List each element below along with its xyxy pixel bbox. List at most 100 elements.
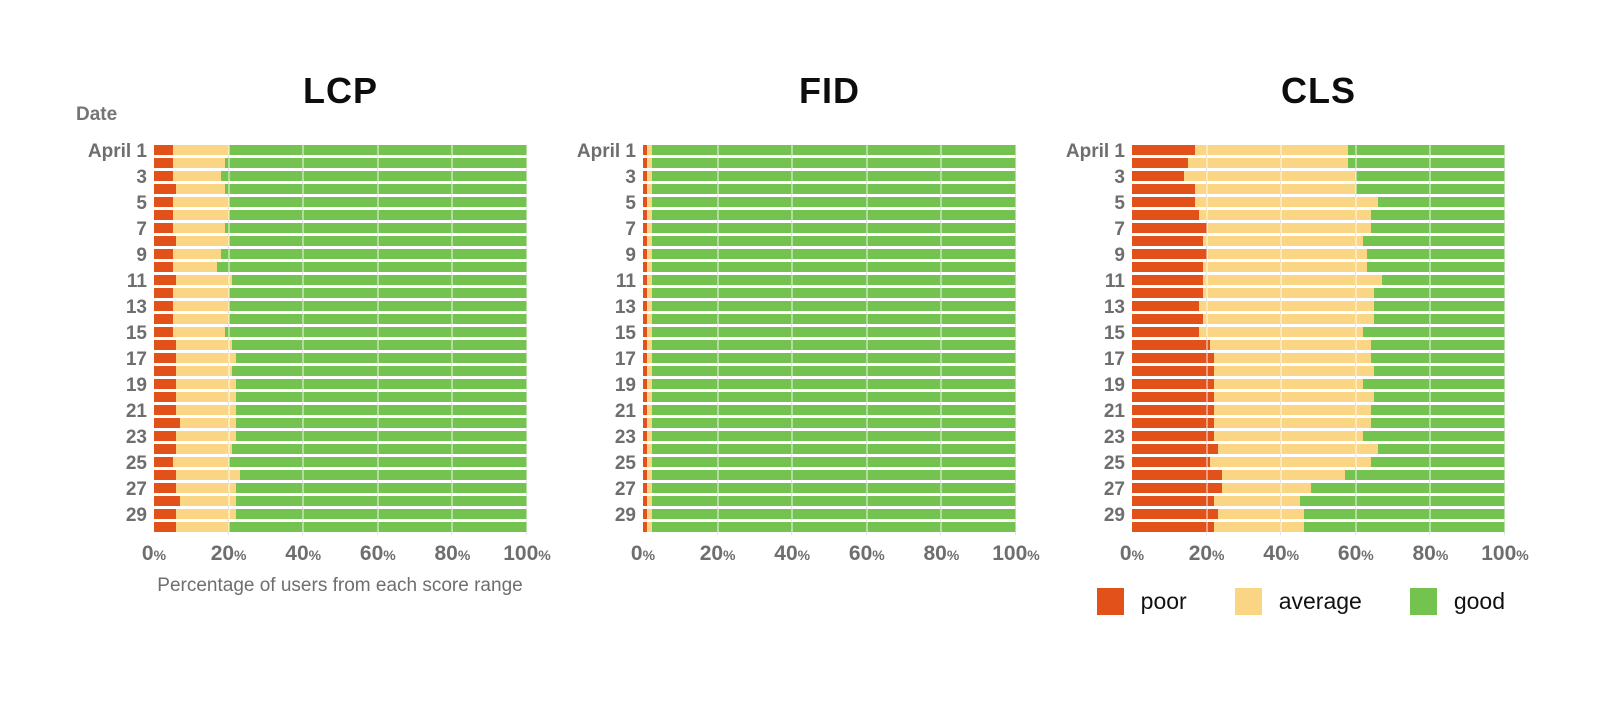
x-tick-label: 20% <box>699 542 736 565</box>
segment-good <box>652 197 1016 207</box>
segment-poor <box>643 379 647 389</box>
segment-good <box>1299 496 1505 506</box>
segment-poor <box>1132 353 1215 363</box>
segment-poor <box>154 522 177 532</box>
segment-average <box>646 444 653 454</box>
gridline-overlay <box>1354 145 1357 535</box>
segment-average <box>1199 301 1375 311</box>
segment-average <box>1214 496 1300 506</box>
segment-average <box>646 353 653 363</box>
gridline-overlay <box>376 145 379 535</box>
segment-good <box>1355 184 1505 194</box>
y-tick-label: 17 <box>614 349 636 370</box>
segment-poor <box>1132 470 1222 480</box>
bar-row <box>1132 509 1505 519</box>
legend-swatch-good <box>1409 588 1437 615</box>
segment-average <box>176 444 233 454</box>
segment-average <box>1214 522 1304 532</box>
bar-row <box>643 496 1016 506</box>
y-tick-label: 29 <box>125 505 147 526</box>
y-tick-label <box>1040 236 1125 249</box>
segment-poor <box>154 145 173 155</box>
x-tick-label: 40% <box>774 542 811 565</box>
x-tick-label: 100% <box>1481 542 1529 565</box>
segment-average <box>646 262 653 272</box>
x-axis: 0% 20% 40% 60% 80% 100% <box>631 535 1040 567</box>
segment-poor <box>1132 405 1215 415</box>
gridline-overlay <box>865 145 868 535</box>
segment-average <box>1210 457 1371 467</box>
segment-good <box>228 314 527 324</box>
segment-good <box>1370 210 1505 220</box>
segment-average <box>176 379 237 389</box>
gridline-overlay <box>1429 145 1432 535</box>
segment-poor <box>1132 223 1207 233</box>
segment-poor <box>643 340 647 350</box>
y-tick-label: 3 <box>1114 167 1125 188</box>
segment-poor <box>154 405 177 415</box>
chart-title: FID <box>799 70 860 111</box>
segment-poor <box>1132 184 1196 194</box>
segment-poor <box>1132 379 1215 389</box>
y-tick-label: 3 <box>625 167 636 188</box>
segment-average <box>646 288 653 298</box>
segment-average <box>646 171 653 181</box>
segment-average <box>646 158 653 168</box>
plot-area <box>643 145 1017 535</box>
segment-average <box>172 210 229 220</box>
bar-row <box>1132 210 1505 220</box>
segment-poor <box>643 145 647 155</box>
bar-row <box>643 392 1016 402</box>
segment-poor <box>1132 275 1203 285</box>
segment-good <box>1311 483 1505 493</box>
segment-good <box>652 314 1016 324</box>
y-tick-label: April 1 <box>576 141 636 162</box>
bar-row <box>1132 379 1505 389</box>
segment-average <box>1214 418 1371 428</box>
bar-row <box>643 275 1016 285</box>
y-tick-label <box>551 210 636 223</box>
segment-good <box>1370 353 1505 363</box>
bar-row <box>643 158 1016 168</box>
gridline-overlay <box>1205 145 1208 535</box>
segment-poor <box>154 288 173 298</box>
segment-poor <box>643 197 647 207</box>
segment-average <box>646 457 653 467</box>
segment-good <box>652 158 1016 168</box>
segment-average <box>1206 249 1367 259</box>
y-tick-label: 9 <box>1114 245 1125 266</box>
segment-average <box>172 262 218 272</box>
y-tick-label <box>551 184 636 197</box>
bar-row <box>643 509 1016 519</box>
y-tick-label: 9 <box>136 245 147 266</box>
y-tick-label: 23 <box>1103 427 1125 448</box>
segment-poor <box>1132 418 1215 428</box>
chart-lcp: LCP Date April 1 3 5 7 9 11 13 15 17 19 21 23 25 27 29… <box>62 58 551 597</box>
bar-row <box>643 379 1016 389</box>
bar-row <box>1132 171 1505 181</box>
bar-row <box>643 470 1016 480</box>
segment-good <box>1363 327 1505 337</box>
segment-average <box>176 431 237 441</box>
x-axis-caption: Percentage of users from each score rang… <box>157 575 523 596</box>
segment-average <box>172 145 229 155</box>
chart-title: CLS <box>1281 70 1356 111</box>
y-tick-label: 25 <box>614 453 636 474</box>
bar-row <box>154 184 527 194</box>
segment-good <box>652 392 1016 402</box>
legend-label: average <box>1278 588 1362 614</box>
segment-poor <box>1132 288 1203 298</box>
bar-row <box>1132 158 1505 168</box>
chart-cls: CLS April 1 3 5 7 9 11 13 15 17 19 21 23 25 27 29 0% 20… <box>1040 58 1529 597</box>
bar-row <box>1132 522 1505 532</box>
bar-row <box>154 405 527 415</box>
segment-poor <box>154 327 173 337</box>
chart-header: CLS <box>1040 58 1505 145</box>
segment-good <box>1370 418 1505 428</box>
segment-average <box>176 392 237 402</box>
y-tick-label: 3 <box>136 167 147 188</box>
segment-average <box>646 197 653 207</box>
segment-good <box>232 366 527 376</box>
segment-average <box>176 470 240 480</box>
segment-poor <box>154 431 177 441</box>
